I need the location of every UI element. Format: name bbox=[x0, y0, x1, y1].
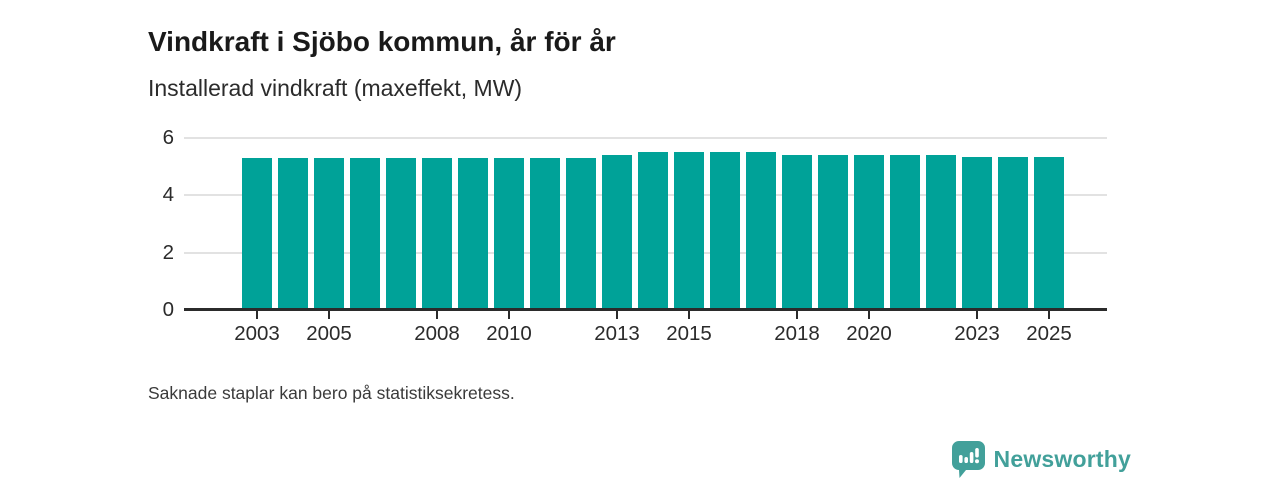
bar-2025 bbox=[1034, 156, 1064, 310]
newsworthy-bubble-chart-icon bbox=[951, 441, 985, 478]
bar-2009 bbox=[458, 158, 488, 310]
bar-2010 bbox=[494, 158, 524, 310]
newsworthy-wordmark: Newsworthy bbox=[993, 446, 1131, 472]
x-tick-label-2013: 2013 bbox=[594, 322, 640, 345]
x-tick-2003 bbox=[256, 311, 258, 319]
bar-2018 bbox=[782, 155, 812, 310]
x-tick-2008 bbox=[436, 311, 438, 319]
footnote: Saknade staplar kan bero på statistiksek… bbox=[148, 383, 515, 403]
x-tick-2005 bbox=[328, 311, 330, 319]
x-tick-2018 bbox=[796, 311, 798, 319]
bar-2021 bbox=[890, 155, 920, 310]
x-tick-label-2008: 2008 bbox=[414, 322, 460, 345]
bar-2024 bbox=[998, 156, 1028, 310]
bar-2020 bbox=[854, 155, 884, 310]
y-tick-label-6: 6 bbox=[162, 126, 174, 149]
x-tick-2010 bbox=[508, 311, 510, 319]
y-tick-label-0: 0 bbox=[162, 298, 174, 321]
gridline-6 bbox=[184, 137, 1107, 139]
chart-subtitle: Installerad vindkraft (maxeffekt, MW) bbox=[148, 75, 523, 101]
bar-2023 bbox=[962, 156, 992, 310]
bar-2004 bbox=[278, 158, 308, 310]
bar-2011 bbox=[530, 158, 560, 310]
x-tick-label-2018: 2018 bbox=[774, 322, 820, 345]
bar-2022 bbox=[926, 155, 956, 310]
y-tick-label-4: 4 bbox=[162, 183, 174, 207]
bar-2016 bbox=[710, 152, 740, 310]
bar-2006 bbox=[350, 158, 380, 310]
x-tick-label-2015: 2015 bbox=[666, 322, 712, 345]
bar-2013 bbox=[602, 155, 632, 310]
chart-title: Vindkraft i Sjöbo kommun, år för år bbox=[148, 25, 616, 57]
x-tick-label-2005: 2005 bbox=[306, 322, 352, 345]
x-tick-2015 bbox=[688, 311, 690, 319]
x-tick-2025 bbox=[1048, 311, 1050, 319]
x-tick-2013 bbox=[616, 311, 618, 319]
x-tick-label-2010: 2010 bbox=[486, 322, 532, 345]
x-tick-label-2023: 2023 bbox=[954, 322, 1000, 345]
x-tick-2020 bbox=[868, 311, 870, 319]
x-tick-label-2025: 2025 bbox=[1026, 322, 1072, 345]
bar-2015 bbox=[674, 152, 704, 310]
bar-2019 bbox=[818, 155, 848, 310]
bar-2014 bbox=[638, 152, 668, 310]
bar-2003 bbox=[242, 158, 272, 310]
x-axis-baseline bbox=[184, 308, 1107, 311]
bar-2007 bbox=[386, 158, 416, 310]
x-tick-2023 bbox=[976, 311, 978, 319]
bar-2017 bbox=[746, 152, 776, 310]
x-tick-label-2003: 2003 bbox=[234, 322, 280, 345]
bar-2012 bbox=[566, 158, 596, 310]
y-tick-label-2: 2 bbox=[162, 240, 174, 264]
bar-2008 bbox=[422, 158, 452, 310]
bar-2005 bbox=[314, 158, 344, 310]
x-tick-label-2020: 2020 bbox=[846, 322, 892, 345]
newsworthy-logo[interactable]: Newsworthy bbox=[951, 441, 1131, 478]
